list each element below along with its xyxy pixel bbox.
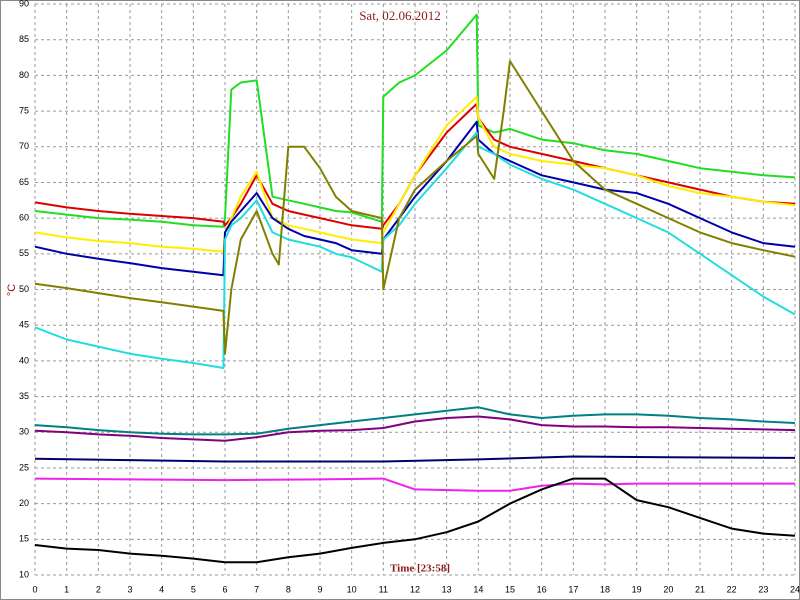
x-tick-label: 22 [727, 584, 737, 594]
x-tick-label: 9 [317, 584, 322, 594]
x-tick-label: 5 [191, 584, 196, 594]
y-tick-label: 80 [19, 70, 29, 80]
series-line [34, 455, 796, 463]
x-axis-label: Time [23:58] [390, 563, 450, 575]
y-tick-label: 90 [19, 0, 29, 8]
x-tick-label: 23 [758, 584, 768, 594]
x-tick-label: 6 [222, 584, 227, 594]
x-tick-label: 19 [632, 584, 642, 594]
x-tick-label: 16 [537, 584, 547, 594]
y-tick-label: 55 [19, 248, 29, 258]
y-tick-label: 40 [19, 355, 29, 365]
y-axis-label: °C [6, 284, 18, 296]
series-line [34, 406, 796, 436]
y-tick-label: 60 [19, 213, 29, 223]
x-tick-label: 18 [600, 584, 610, 594]
x-tick-label: 10 [347, 584, 357, 594]
x-tick-label: 13 [442, 584, 452, 594]
x-tick-label: 20 [663, 584, 673, 594]
x-tick-label: 4 [159, 584, 164, 594]
series-line [34, 415, 796, 442]
x-tick-label: 11 [379, 584, 388, 594]
y-tick-label: 25 [19, 462, 29, 472]
y-tick-label: 15 [19, 534, 29, 544]
y-tick-label: 30 [19, 427, 29, 437]
series-line [34, 477, 796, 564]
x-tick-label: 21 [695, 584, 705, 594]
chart-title: Sat, 02.06.2012 [359, 8, 441, 23]
x-tick-label: 2 [96, 584, 101, 594]
y-tick-label: 75 [19, 105, 29, 115]
y-tick-label: 20 [19, 498, 29, 508]
x-tick-label: 8 [286, 584, 291, 594]
y-tick-label: 70 [19, 141, 29, 151]
y-tick-label: 45 [19, 320, 29, 330]
x-tick-label: 0 [32, 584, 37, 594]
series-line [34, 477, 795, 492]
y-tick-label: 10 [19, 569, 29, 579]
x-tick-label: 3 [127, 584, 132, 594]
x-tick-label: 15 [505, 584, 515, 594]
x-tick-label: 12 [410, 584, 420, 594]
y-tick-label: 85 [19, 34, 29, 44]
series-line [34, 131, 796, 369]
x-tick-label: 1 [64, 584, 69, 594]
y-tick-label: 65 [19, 177, 29, 187]
y-tick-label: 35 [19, 391, 29, 401]
x-tick-label: 14 [473, 584, 483, 594]
x-tick-label: 24 [790, 584, 800, 594]
x-tick-label: 17 [568, 584, 578, 594]
x-tick-label: 7 [254, 584, 259, 594]
y-tick-label: 50 [19, 284, 29, 294]
series-line [34, 60, 796, 355]
